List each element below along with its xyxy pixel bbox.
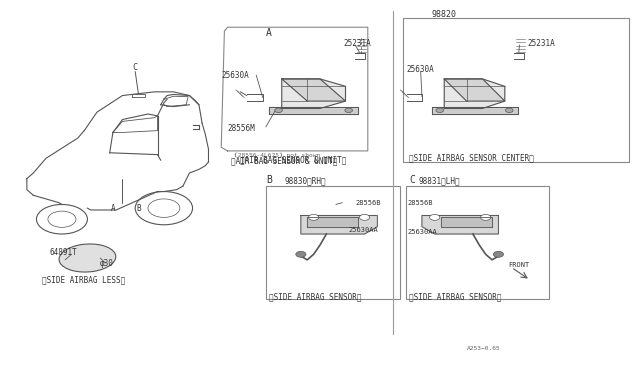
Bar [406, 186, 549, 299]
Text: A253−0.65: A253−0.65 [467, 346, 500, 351]
Circle shape [345, 108, 353, 112]
Circle shape [493, 251, 504, 257]
Text: 98830〈RH〉: 98830〈RH〉 [285, 176, 326, 185]
Circle shape [360, 214, 370, 220]
Polygon shape [307, 217, 358, 227]
Text: 〈AIR BAG SENSOR & UNIT〉: 〈AIR BAG SENSOR & UNIT〉 [241, 155, 347, 165]
Circle shape [308, 214, 319, 220]
Text: 〈SIDE AIRBAG SENSOR〉: 〈SIDE AIRBAG SENSOR〉 [269, 292, 362, 301]
Polygon shape [444, 79, 505, 101]
Polygon shape [444, 79, 505, 109]
Text: ❨28556-4L625❩ not shown: ❨28556-4L625❩ not shown [234, 153, 320, 158]
Text: 25231A: 25231A [344, 39, 371, 48]
Text: 25630A: 25630A [406, 65, 434, 74]
Polygon shape [431, 107, 518, 114]
Text: 28556B: 28556B [407, 200, 433, 206]
Text: 〈AIR BAG SENSOR & UNIT〉: 〈AIR BAG SENSOR & UNIT〉 [231, 156, 337, 165]
Text: 25630AA: 25630AA [349, 227, 378, 233]
Circle shape [481, 214, 491, 220]
Text: A: A [266, 28, 272, 38]
Text: FRONT: FRONT [508, 262, 529, 268]
Text: C: C [409, 176, 415, 186]
Text: B: B [266, 176, 272, 186]
Polygon shape [422, 215, 499, 234]
Text: 28556B: 28556B [355, 200, 381, 206]
Text: 〈SIDE AIRBAG SENSOR CENTER〉: 〈SIDE AIRBAG SENSOR CENTER〉 [409, 154, 534, 163]
Polygon shape [301, 215, 378, 234]
Text: 98820: 98820 [432, 10, 457, 19]
Text: 25630A: 25630A [221, 71, 249, 80]
Text: 64891T: 64891T [49, 248, 77, 257]
Ellipse shape [59, 244, 116, 272]
Text: 25231A: 25231A [527, 39, 555, 48]
Circle shape [429, 214, 440, 220]
Text: 〈SIDE AIRBAG LESS〉: 〈SIDE AIRBAG LESS〉 [42, 276, 125, 285]
Bar [266, 186, 399, 299]
Circle shape [275, 108, 282, 112]
Text: φ30: φ30 [100, 259, 114, 268]
Text: C: C [132, 63, 138, 72]
Text: B: B [136, 203, 141, 213]
Polygon shape [269, 107, 358, 114]
Text: 28556M: 28556M [228, 124, 255, 133]
Bar [403, 18, 629, 162]
Polygon shape [282, 79, 346, 109]
Text: 25630AA: 25630AA [407, 229, 437, 235]
Circle shape [436, 108, 444, 112]
Text: 〈SIDE AIRBAG SENSOR〉: 〈SIDE AIRBAG SENSOR〉 [409, 292, 502, 301]
Polygon shape [282, 79, 346, 101]
Text: 98831〈LH〉: 98831〈LH〉 [419, 176, 460, 185]
Text: A: A [111, 203, 115, 213]
Circle shape [506, 108, 513, 112]
Circle shape [296, 251, 306, 257]
Polygon shape [441, 217, 492, 227]
